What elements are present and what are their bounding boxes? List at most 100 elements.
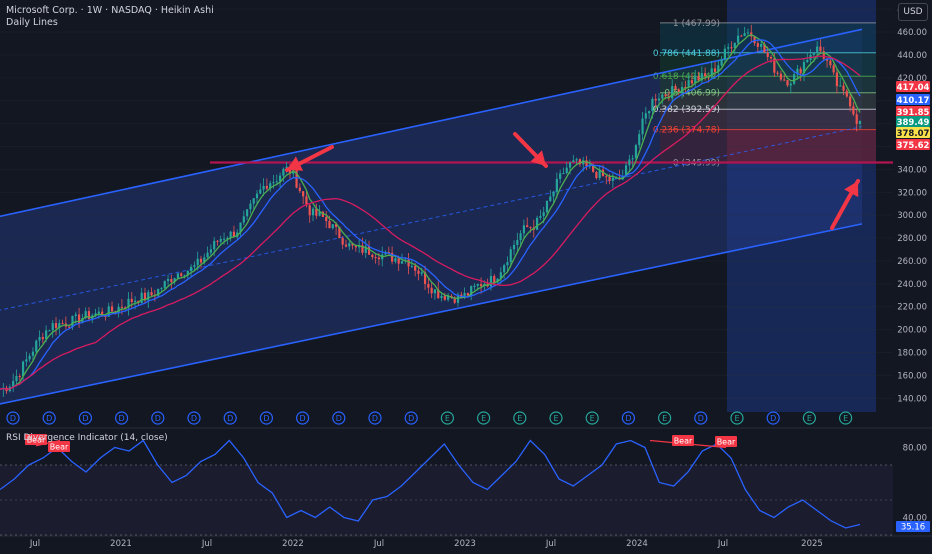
fib-label: 0.382 (392.59): [653, 105, 720, 115]
price-tick-label: 320.00: [897, 188, 927, 198]
price-tick-label: 260.00: [897, 257, 927, 267]
event-marker-label: D: [191, 414, 197, 423]
candle-body: [15, 375, 18, 382]
candle-body: [509, 249, 512, 263]
moving-average-line: [0, 39, 861, 391]
event-marker: [187, 411, 201, 425]
event-marker-label: D: [10, 414, 16, 423]
candle-body: [41, 337, 44, 340]
event-marker: [404, 411, 418, 425]
candle-body: [269, 183, 272, 189]
price-tag-label: 375.62: [897, 141, 930, 151]
candle-body: [437, 289, 440, 299]
candle-body: [713, 68, 717, 72]
candle-body: [555, 178, 558, 192]
candle-body: [723, 48, 727, 60]
candle-body: [822, 51, 825, 59]
time-tick-label: Jul: [201, 539, 212, 549]
candle-body: [799, 68, 802, 74]
candle-body: [414, 265, 417, 271]
candle-body: [305, 196, 308, 206]
candle-body: [417, 270, 420, 274]
candle-body: [101, 311, 104, 317]
event-marker-label: D: [300, 414, 306, 423]
candle-body: [812, 53, 815, 55]
candle-body: [394, 258, 397, 262]
event-marker: [838, 411, 853, 425]
candle-body: [522, 225, 526, 234]
candle-body: [68, 326, 71, 328]
candle-body: [727, 47, 730, 49]
event-marker-label: D: [770, 414, 776, 423]
time-tick-label: Jul: [717, 539, 728, 549]
bear-label-box: [25, 434, 47, 445]
event-marker: [151, 411, 165, 425]
candle-body: [684, 86, 687, 88]
candle-body: [166, 279, 170, 281]
candle-body: [512, 245, 516, 250]
candle-body: [644, 113, 647, 119]
candle-body: [526, 225, 529, 228]
candle-body: [420, 272, 423, 274]
candle-body: [147, 292, 150, 301]
candle-body: [252, 198, 255, 204]
candle-body: [552, 191, 555, 197]
candle-body: [792, 74, 796, 84]
fib-zone: [660, 109, 876, 130]
price-tick-label: 280.00: [897, 234, 927, 244]
candle-body: [671, 86, 674, 99]
time-tick-label: Jul: [29, 539, 40, 549]
candle-body: [440, 295, 443, 299]
candle-body: [302, 191, 305, 197]
candle-body: [364, 246, 367, 253]
candle-body: [470, 286, 473, 296]
candle-body: [657, 98, 661, 101]
candle-body: [259, 189, 262, 194]
candle-body: [769, 56, 773, 59]
price-tick-label: 180.00: [897, 348, 927, 358]
candle-body: [18, 375, 21, 377]
price-tag: [896, 127, 930, 138]
candle-body: [773, 58, 776, 73]
event-marker: [259, 411, 273, 425]
channel-lower-line: [0, 223, 863, 405]
price-tag: [896, 116, 930, 127]
candle-body: [170, 279, 173, 282]
event-marker-label: D: [625, 414, 631, 423]
price-tag-label: 389.49: [897, 118, 930, 128]
candle-body: [423, 272, 427, 284]
candle-body: [479, 284, 483, 287]
candle-body: [354, 245, 357, 248]
candle-body: [443, 295, 446, 300]
rsi-value-tag: [896, 520, 930, 532]
candle-body: [852, 106, 855, 115]
candle-body: [341, 238, 344, 245]
candle-body: [835, 72, 839, 87]
candle-body: [81, 318, 84, 323]
candle-body: [516, 240, 519, 246]
arrow-head: [530, 150, 546, 166]
candle-body: [717, 65, 720, 72]
fib-label: 0.236 (374.78): [653, 126, 720, 136]
candle-body: [447, 295, 450, 300]
candle-body: [130, 298, 133, 303]
price-tick-label: 440.00: [897, 51, 927, 61]
price-tick-label: 420.00: [897, 74, 927, 84]
candle-body: [348, 243, 351, 247]
candle-body: [150, 292, 153, 296]
price-tag: [896, 139, 930, 150]
candle-body: [239, 222, 242, 233]
candle-body: [542, 212, 545, 217]
candle-body: [631, 158, 634, 160]
bear-label-box: [672, 435, 694, 446]
candle-body: [216, 240, 219, 242]
currency-button[interactable]: USD: [898, 3, 928, 21]
fib-label: 0.5 (406.99): [664, 89, 720, 99]
event-marker-label: E: [481, 414, 486, 423]
candle-body: [624, 165, 628, 177]
candle-body: [562, 173, 565, 175]
candle-body: [687, 80, 690, 88]
chart-title: Microsoft Corp. · 1W · NASDAQ · Heikin A…: [6, 5, 214, 16]
candle-body: [819, 46, 822, 52]
